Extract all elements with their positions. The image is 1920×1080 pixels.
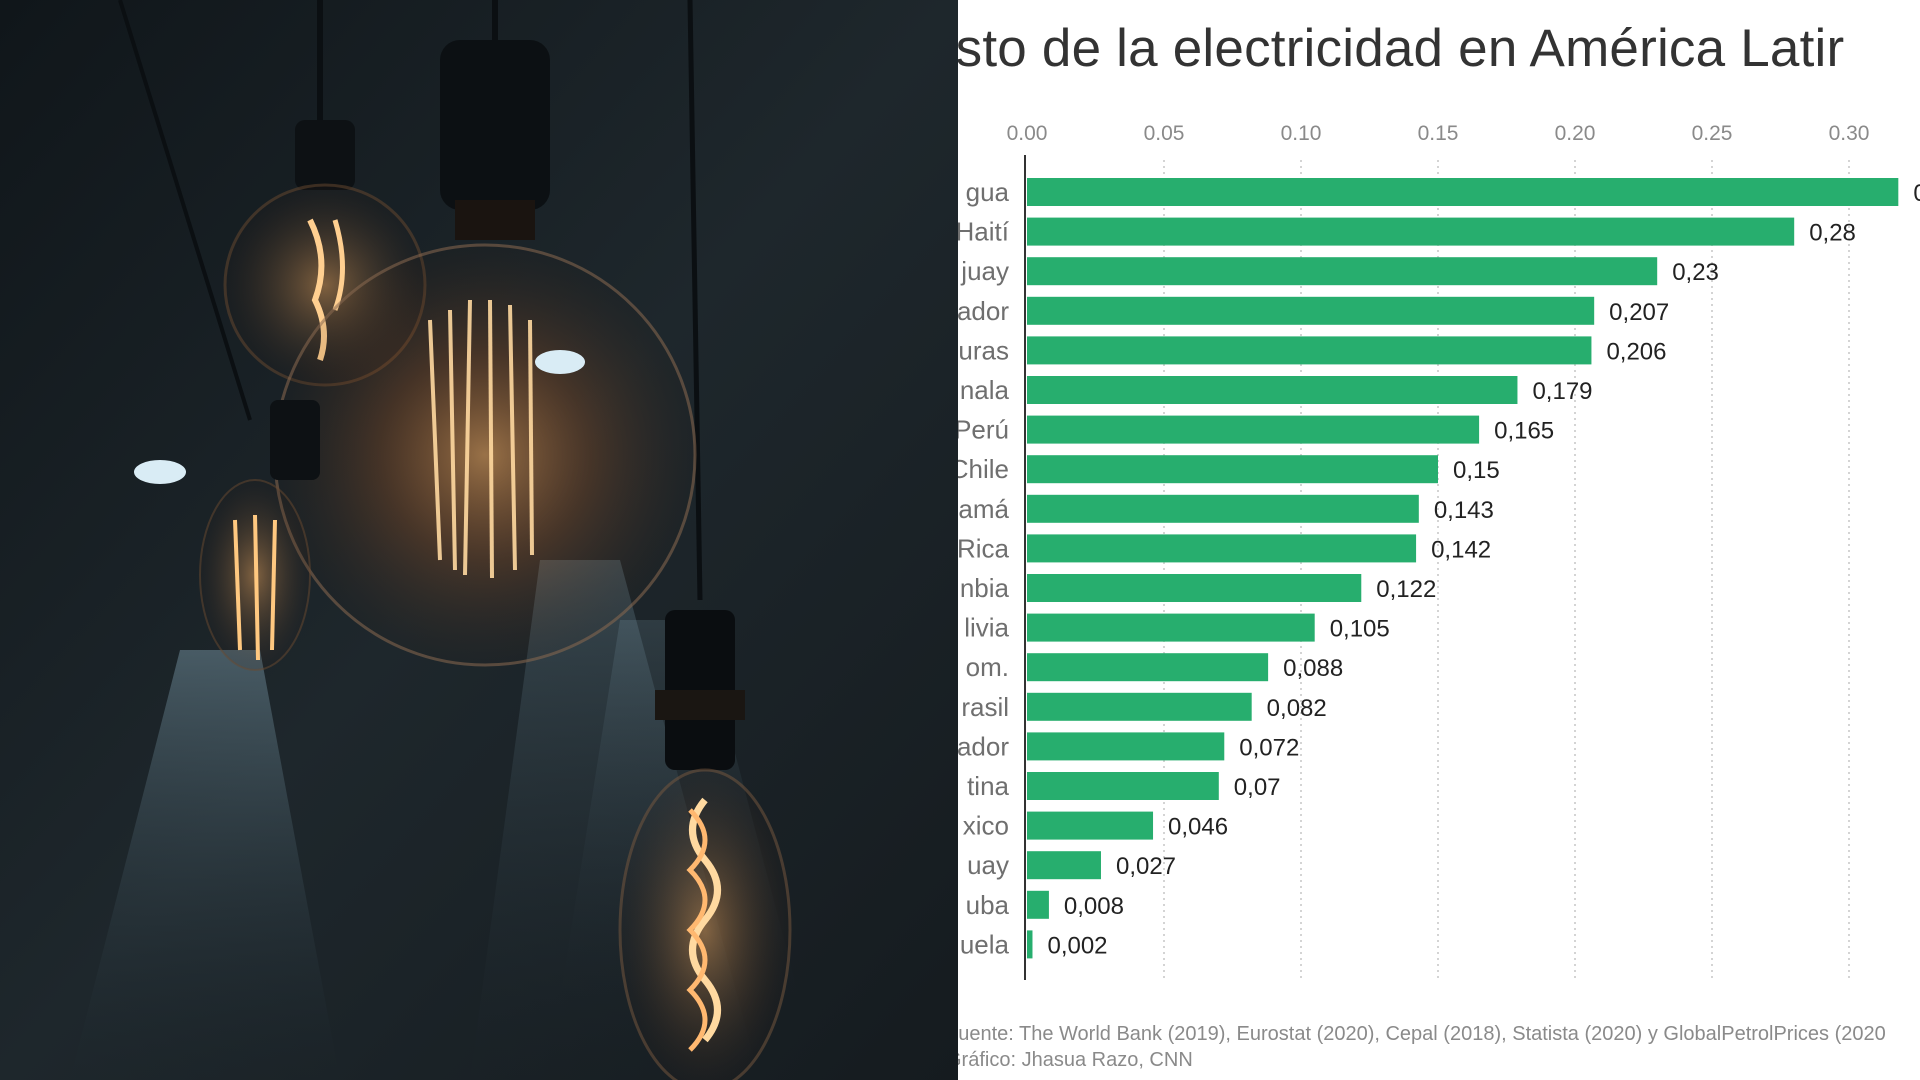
bar <box>1027 811 1154 840</box>
value-label: 0,082 <box>1267 695 1327 722</box>
x-tick-label: 0.30 <box>1829 122 1870 145</box>
value-label: 0,206 <box>1606 338 1666 365</box>
value-label: 0,072 <box>1239 734 1299 761</box>
value-label: 0,122 <box>1376 576 1436 603</box>
bar <box>1027 217 1795 246</box>
category-label: Perú <box>958 415 1009 445</box>
x-tick-label: 0.20 <box>1555 122 1596 145</box>
bar <box>1027 296 1595 325</box>
value-label: 0 <box>1913 180 1920 207</box>
bar <box>1027 732 1225 761</box>
category-label: Rica <box>958 533 1010 563</box>
bar <box>1027 772 1219 800</box>
category-label: Haití <box>958 217 1010 247</box>
x-tick-label: 0.05 <box>1144 122 1185 145</box>
bar <box>1027 376 1518 404</box>
category-label: nala <box>960 375 1010 405</box>
category-label: nbia <box>960 573 1010 603</box>
edison-bulbs-illustration <box>0 0 958 1080</box>
category-label: uay <box>967 850 1009 880</box>
bar <box>1027 534 1417 563</box>
category-label: gua <box>966 177 1010 207</box>
category-label: uba <box>966 890 1010 920</box>
bar <box>1027 494 1419 523</box>
value-label: 0,143 <box>1434 497 1494 524</box>
category-label: Chile <box>958 454 1009 484</box>
x-tick-label: 0.10 <box>1281 122 1322 145</box>
value-label: 0,142 <box>1431 536 1491 563</box>
value-label: 0,15 <box>1453 457 1500 484</box>
x-tick-label: 0.15 <box>1418 122 1459 145</box>
bar <box>1027 890 1049 919</box>
bar <box>1027 930 1033 959</box>
value-label: 0,027 <box>1116 853 1176 880</box>
x-tick-label: 0.25 <box>1692 122 1733 145</box>
category-label: tina <box>967 771 1009 801</box>
value-label: 0,207 <box>1609 299 1669 326</box>
bar <box>1027 574 1362 602</box>
value-label: 0,179 <box>1532 378 1592 405</box>
category-label: amá <box>958 494 1009 524</box>
category-label: ador <box>958 296 1009 326</box>
bar <box>1027 455 1438 484</box>
category-label: uras <box>958 335 1009 365</box>
light-bulbs-photo <box>0 0 958 1080</box>
value-label: 0,07 <box>1234 774 1281 801</box>
chart-source: Fuente: The World Bank (2019), Eurostat … <box>958 1021 1886 1073</box>
value-label: 0,105 <box>1330 616 1390 643</box>
chart-title: osto de la electricidad en América Latir <box>958 19 1845 78</box>
category-label: ador <box>958 731 1009 761</box>
category-label: uela <box>960 929 1010 959</box>
bar <box>1027 336 1592 365</box>
value-label: 0,046 <box>1168 814 1228 841</box>
credit-line: Gráfico: Jhasua Razo, CNN <box>958 1049 1193 1071</box>
source-line: Fuente: The World Bank (2019), Eurostat … <box>958 1023 1886 1045</box>
bar <box>1027 613 1315 642</box>
value-label: 0,002 <box>1047 932 1107 959</box>
value-label: 0,28 <box>1809 220 1856 247</box>
bar <box>1027 692 1252 721</box>
value-label: 0,165 <box>1494 418 1554 445</box>
bar <box>1027 178 1899 206</box>
value-label: 0,008 <box>1064 893 1124 920</box>
value-label: 0,088 <box>1283 655 1343 682</box>
bar-chart: 0.00 0.05 0.10 0.15 0.20 0.25 0.30 gua 0 Haití 0,2… <box>958 122 1920 980</box>
value-label: 0,23 <box>1672 259 1719 286</box>
bar <box>1027 851 1101 880</box>
bar <box>1027 415 1480 444</box>
category-label: om. <box>966 652 1009 682</box>
x-tick-label: 0.00 <box>1007 122 1048 145</box>
category-label: juay <box>960 256 1009 286</box>
category-label: xico <box>963 811 1009 841</box>
category-label: livia <box>964 613 1009 643</box>
bar <box>1027 257 1658 286</box>
category-label: rasil <box>961 692 1009 722</box>
bar <box>1027 653 1269 682</box>
chart-panel: osto de la electricidad en América Latir… <box>958 0 1920 1080</box>
